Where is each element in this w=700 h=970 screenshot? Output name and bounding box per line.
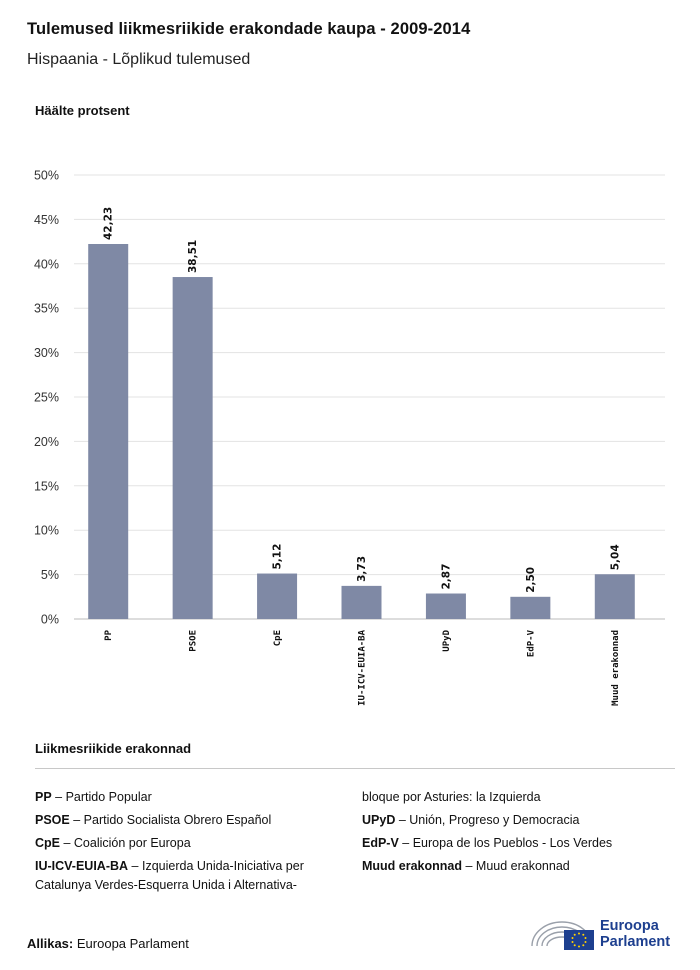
legend-abbr: UPyD	[362, 813, 396, 827]
y-tick-label: 25%	[34, 391, 59, 405]
y-tick-label: 10%	[34, 524, 59, 538]
bar	[88, 243, 129, 619]
legend-name: Coalición por Europa	[73, 836, 191, 850]
source-value: Euroopa Parlament	[76, 936, 189, 951]
data-label: 2,87	[440, 564, 452, 590]
logo-line-1: Euroopa	[600, 918, 659, 934]
legend-title: Liikmesriikide erakonnad	[35, 741, 192, 756]
data-label: 5,04	[609, 544, 621, 570]
legend-item-edpv: EdP-V – Europa de los Pueblos - Los Verd…	[362, 836, 613, 850]
y-tick-label: 45%	[34, 213, 59, 227]
y-tick-label: 50%	[34, 169, 59, 183]
legend-item-iu: IU-ICV-EUIA-BA – Izquierda Unida-Iniciat…	[35, 855, 345, 895]
legend-divider	[35, 768, 675, 769]
legend-name: Unión, Progreso y Democracia	[409, 813, 580, 827]
legend-item-pp: PP – Partido Popular	[35, 790, 152, 804]
y-tick-label: 40%	[34, 257, 59, 271]
legend-name-continued: Catalunya Verdes-Esquerra Unida i Altern…	[35, 878, 297, 892]
y-axis-label: Häälte protsent	[35, 103, 130, 118]
bar	[594, 574, 635, 619]
legend-name: Muud erakonnad	[475, 859, 570, 873]
legend-name-continued: bloque por Asturies: la Izquierda	[362, 790, 541, 804]
y-tick-label: 30%	[34, 346, 59, 360]
logo-wordmark: Euroopa Parlament	[600, 918, 670, 950]
chart-title: Tulemused liikmesriikide erakondade kaup…	[27, 20, 471, 38]
y-tick-label: 15%	[34, 479, 59, 493]
y-tick-label: 35%	[34, 302, 59, 316]
legend-column-right: bloque por Asturies: la Izquierda UPyD –…	[362, 786, 682, 878]
data-label: 2,50	[525, 567, 537, 593]
bar	[425, 593, 466, 619]
chart-subtitle: Hispaania - Lõplikud tulemused	[27, 51, 251, 68]
bar-chart: 0% 5% 10% 15% 20% 25% 30% 35% 40% 45% 50% 42,23 PP 38…	[34, 169, 665, 706]
x-tick-label: Muud erakonnad	[611, 630, 621, 706]
legend-abbr: PSOE	[35, 813, 70, 827]
legend-item-iu-continued: bloque por Asturies: la Izquierda	[362, 786, 682, 809]
x-tick-label: PSOE	[189, 630, 199, 652]
x-tick-label: UPyD	[442, 629, 452, 651]
legend-abbr: EdP-V	[362, 836, 399, 850]
legend-name: Partido Socialista Obrero Español	[83, 813, 272, 827]
legend-abbr: Muud erakonnad	[362, 859, 463, 873]
x-tick-label: EdP-V	[526, 629, 536, 657]
legend-item-psoe: PSOE – Partido Socialista Obrero Español	[35, 813, 272, 827]
y-tick-label: 5%	[41, 568, 59, 582]
data-label: 42,23	[103, 207, 115, 240]
bar	[341, 585, 382, 619]
y-tick-label: 20%	[34, 435, 59, 449]
data-label: 3,73	[356, 556, 368, 582]
source-note: Allikas: Euroopa Parlament	[27, 936, 189, 951]
data-label: 5,12	[272, 544, 284, 570]
legend-item-upyd: UPyD – Unión, Progreso y Democracia	[362, 813, 580, 827]
legend-abbr: CpE	[35, 836, 60, 850]
y-tick-label: 0%	[41, 613, 59, 627]
bar	[172, 277, 213, 619]
legend-item-muud: Muud erakonnad – Muud erakonnad	[362, 859, 570, 873]
x-tick-label: CpE	[273, 630, 283, 646]
x-tick-label: PP	[104, 629, 114, 640]
legend-abbr: IU-ICV-EUIA-BA	[35, 859, 129, 873]
legend-column-left: PP – Partido Popular PSOE – Partido Soci…	[35, 786, 345, 895]
legend-name: Partido Popular	[65, 790, 152, 804]
legend-abbr: PP	[35, 790, 52, 804]
legend-name: Europa de los Pueblos - Los Verdes	[412, 836, 613, 850]
data-label: 38,51	[187, 240, 199, 273]
source-label: Allikas:	[27, 936, 74, 951]
legend-name: Izquierda Unida-Iniciativa per	[141, 859, 304, 873]
logo-line-2: Parlament	[600, 934, 671, 950]
legend-item-cpe: CpE – Coalición por Europa	[35, 836, 191, 850]
bar	[510, 596, 551, 619]
bar	[257, 573, 298, 619]
x-tick-label: IU-ICV-EUIA-BA	[358, 629, 368, 705]
european-parliament-logo	[531, 921, 594, 950]
